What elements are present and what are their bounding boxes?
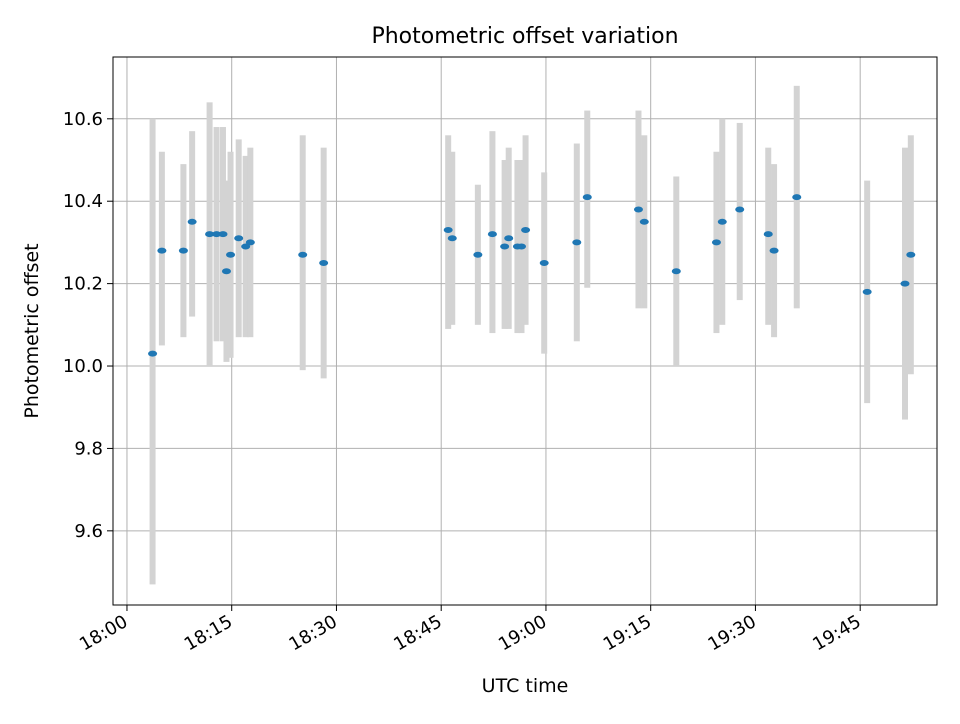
y-tick-label: 9.8 <box>74 438 103 459</box>
y-axis-label: Photometric offset <box>21 243 43 418</box>
data-point <box>711 239 721 246</box>
x-axis-label: UTC time <box>482 675 569 697</box>
data-point <box>178 247 188 254</box>
data-point <box>504 235 514 242</box>
data-point <box>792 194 802 201</box>
data-point <box>157 247 167 254</box>
data-point <box>500 243 510 250</box>
data-point <box>234 235 244 242</box>
data-point <box>473 251 483 258</box>
chart-title: Photometric offset variation <box>371 24 678 49</box>
data-point <box>245 239 255 246</box>
y-axis-ticks: 9.6 9.8 10.0 10.2 10.4 10.6 <box>63 109 113 542</box>
data-point <box>671 268 681 275</box>
data-point <box>582 194 592 201</box>
data-point <box>241 243 251 250</box>
data-point <box>633 206 643 213</box>
data-point <box>187 218 197 225</box>
data-points <box>148 194 916 357</box>
data-point <box>447 235 457 242</box>
data-point <box>572 239 582 246</box>
data-point <box>148 350 158 357</box>
data-point <box>862 288 872 295</box>
data-point <box>205 231 215 238</box>
data-point <box>906 251 916 258</box>
data-point <box>218 231 228 238</box>
data-point <box>221 268 231 275</box>
data-point <box>517 243 527 250</box>
data-point <box>763 231 773 238</box>
y-tick-label: 10.0 <box>63 356 103 377</box>
data-point <box>487 231 497 238</box>
y-tick-label: 10.6 <box>63 109 103 130</box>
data-point <box>735 206 745 213</box>
data-point <box>521 227 531 234</box>
y-tick-label: 10.2 <box>63 274 103 295</box>
data-point <box>319 260 329 267</box>
plot-frame <box>112 56 938 606</box>
data-point <box>298 251 308 258</box>
data-point <box>539 260 549 267</box>
data-point <box>900 280 910 287</box>
data-point <box>212 231 222 238</box>
data-point <box>639 218 649 225</box>
y-tick-label: 9.6 <box>74 521 103 542</box>
data-point <box>769 247 779 254</box>
data-point <box>443 227 453 234</box>
data-point <box>226 251 236 258</box>
data-point <box>717 218 727 225</box>
y-tick-label: 10.4 <box>63 191 103 212</box>
